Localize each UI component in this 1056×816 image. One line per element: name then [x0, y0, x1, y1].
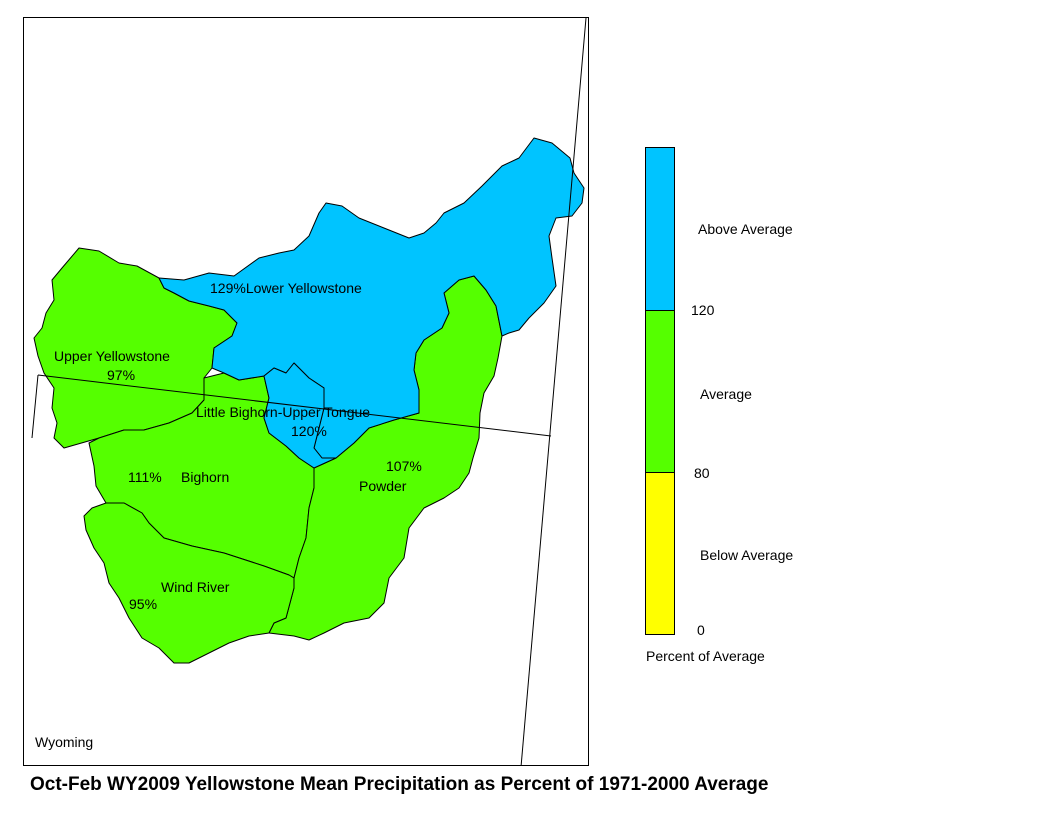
map-frame: 129%Lower Yellowstone Upper Yellowstone … — [23, 17, 589, 766]
legend-break-0: 0 — [697, 622, 705, 638]
basin-wind-river[interactable] — [83, 502, 295, 664]
label-little-bighorn-name: Little Bighorn-Upper Tongue — [196, 404, 371, 420]
legend-caption: Percent of Average — [646, 648, 765, 664]
legend-label-above-average: Above Average — [698, 221, 793, 237]
basin-map — [31, 18, 587, 765]
legend-break-120: 120 — [691, 302, 715, 318]
label-powder-percent: 107% — [386, 458, 422, 474]
legend-swatch-below-average — [646, 473, 674, 634]
label-little-bighorn-percent: 120% — [291, 423, 327, 439]
legend-swatch-above-average — [646, 148, 674, 311]
state-boundary-montana-wyoming — [37, 374, 552, 437]
label-bighorn-name: Bighorn — [181, 469, 230, 485]
label-wind-river-percent: 95% — [129, 596, 158, 612]
map-title: Oct-Feb WY2009 Yellowstone Mean Precipit… — [30, 774, 769, 795]
state-boundary-east — [520, 18, 587, 765]
label-upper-yellowstone-percent: 97% — [107, 367, 136, 383]
basin-little-bighorn-upper-tongue[interactable] — [263, 362, 337, 469]
label-wind-river-name: Wind River — [161, 579, 230, 595]
legend-break-80: 80 — [694, 465, 710, 481]
label-lower-yellowstone: 129%Lower Yellowstone — [210, 280, 362, 296]
legend-color-bar — [645, 147, 675, 635]
label-upper-yellowstone-name: Upper Yellowstone — [54, 348, 170, 364]
legend-label-below-average: Below Average — [700, 547, 794, 563]
label-bighorn-percent: 111% — [128, 469, 162, 485]
legend-swatch-average — [646, 311, 674, 473]
legend-label-average: Average — [700, 386, 752, 402]
state-label: Wyoming — [35, 734, 94, 750]
state-boundary-west — [31, 374, 39, 439]
label-powder-name: Powder — [359, 478, 407, 494]
